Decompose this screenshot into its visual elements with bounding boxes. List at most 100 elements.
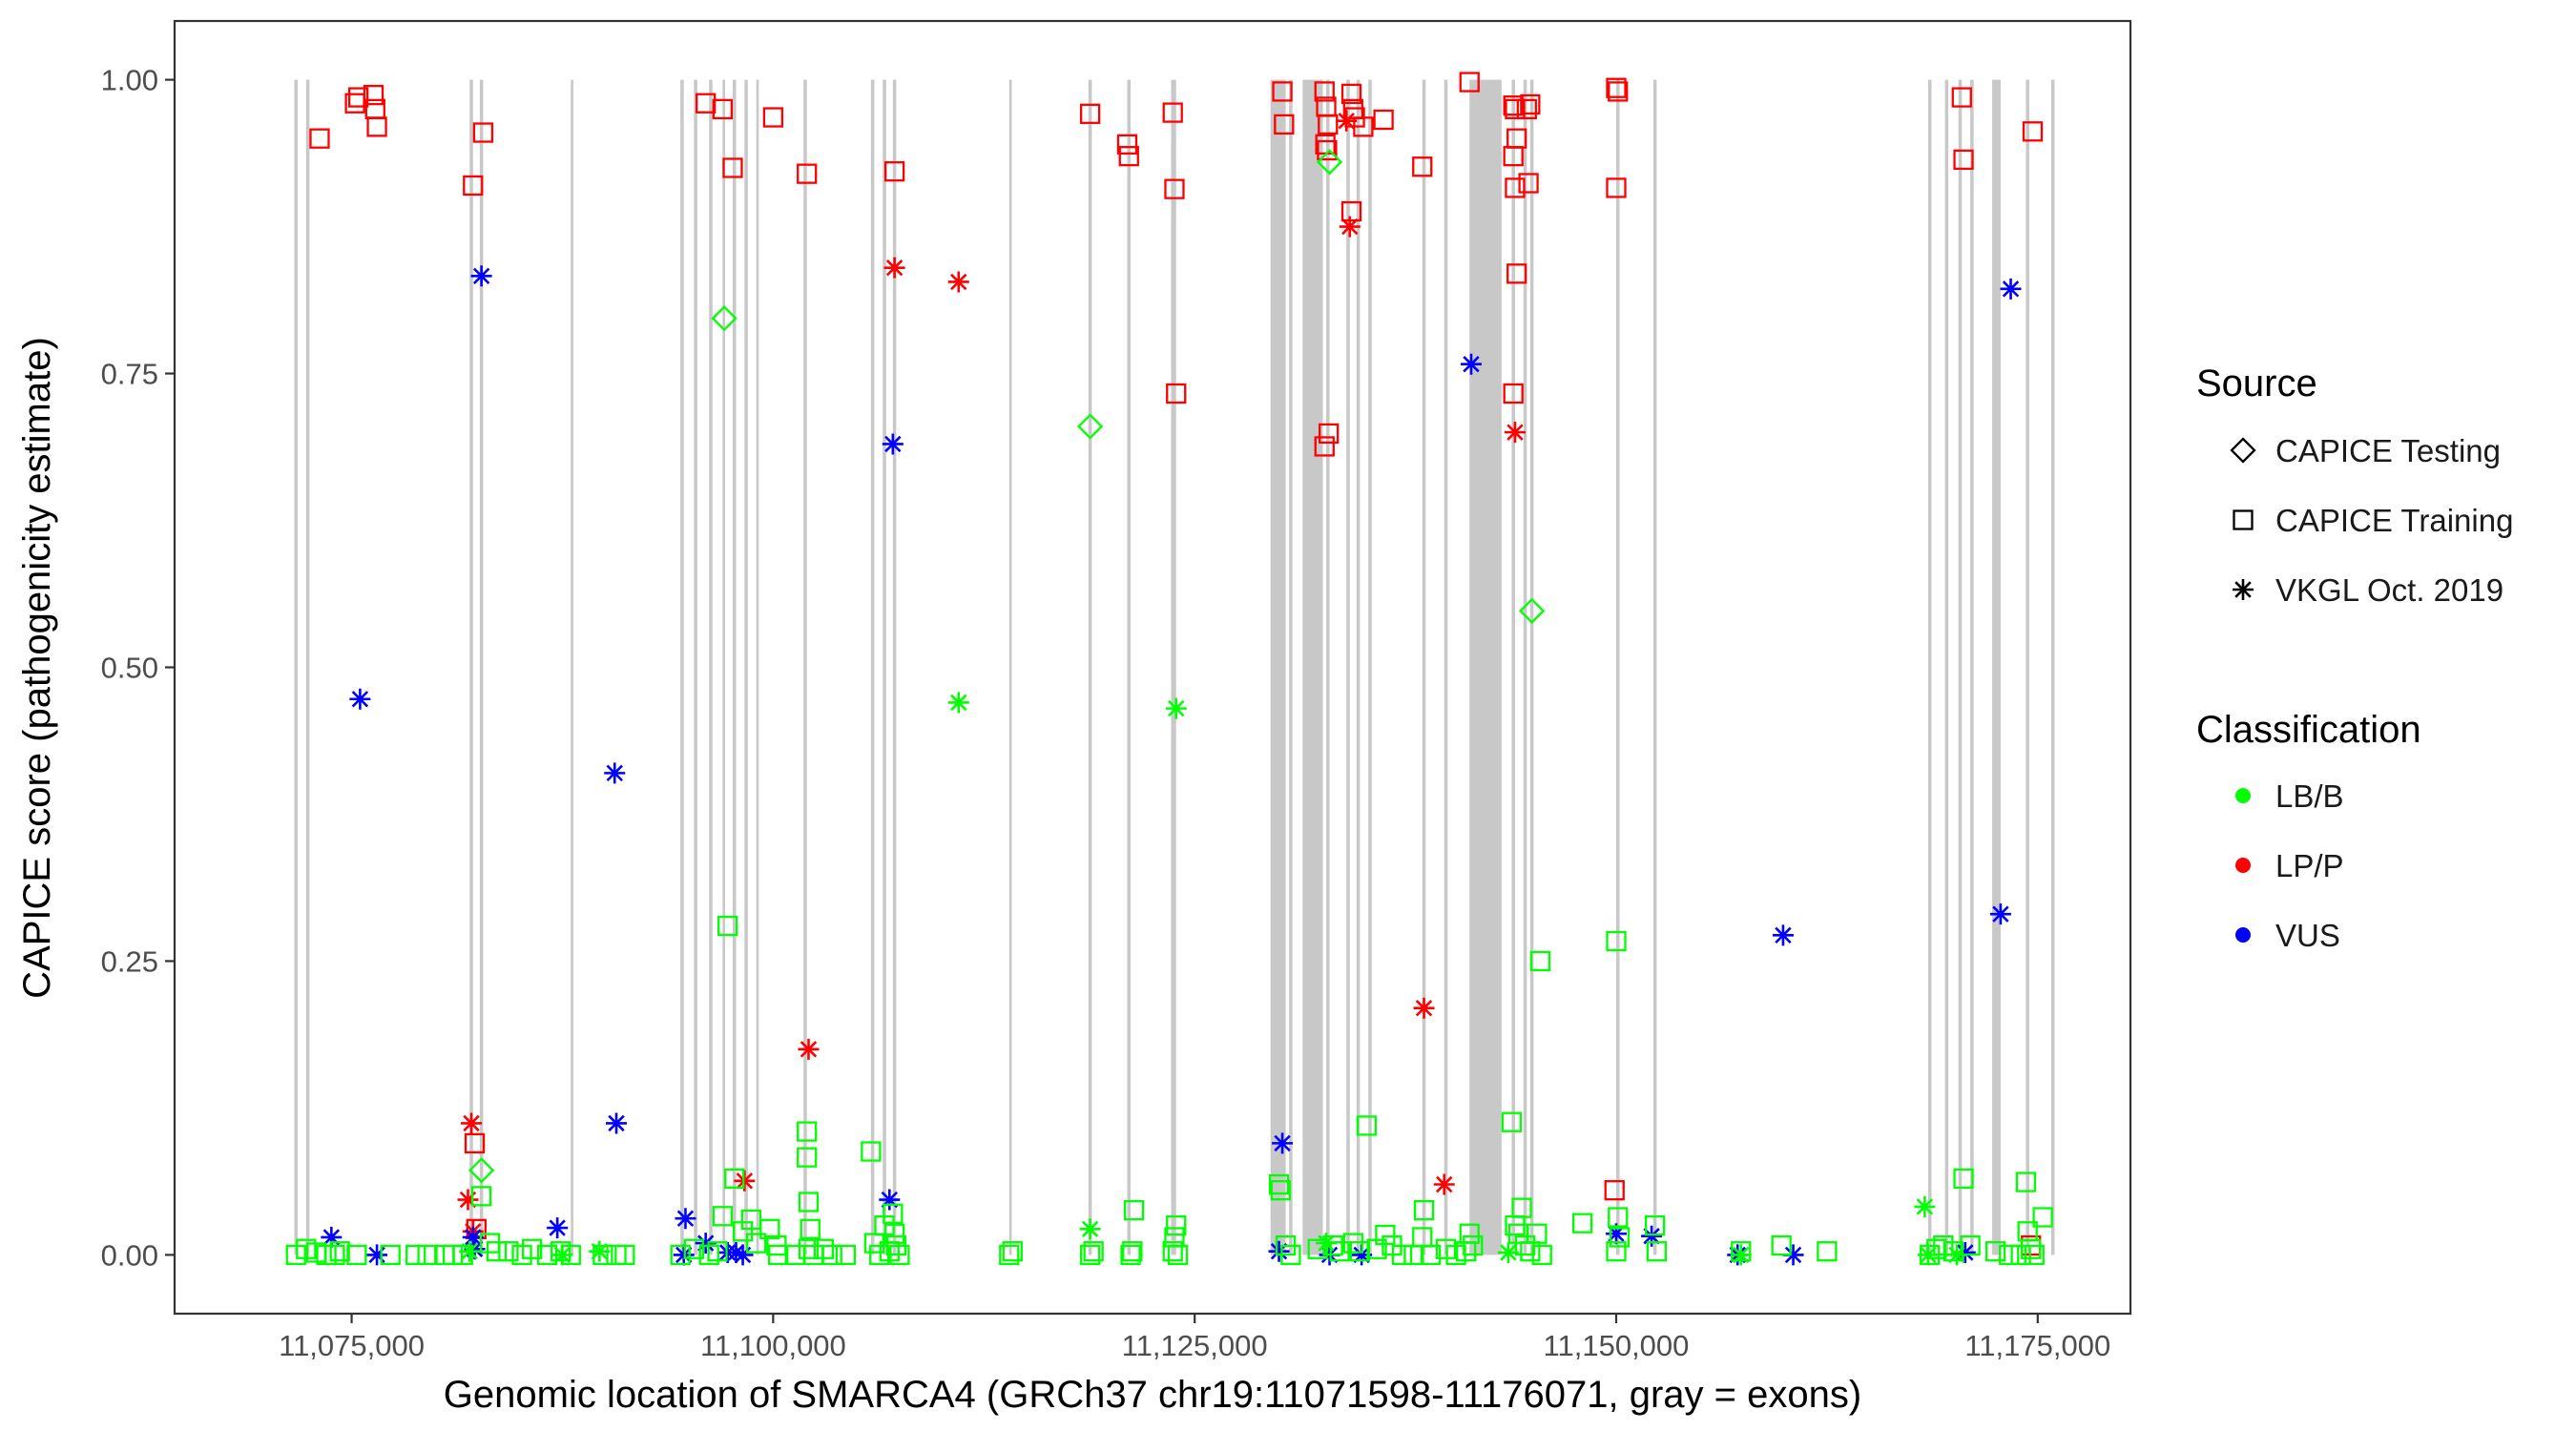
exon-band [571, 79, 573, 1255]
data-point [470, 1186, 492, 1207]
exon-band [1326, 79, 1330, 1255]
data-point [2022, 121, 2044, 142]
y-tick-label: 0.25 [101, 944, 158, 978]
legend-source-label: CAPICE Training [2275, 503, 2513, 538]
data-point [459, 1240, 481, 1262]
data-point [363, 84, 384, 106]
data-point [1314, 81, 1335, 102]
legend-classification: Classification LB/B LP/P VUS [2196, 709, 2421, 953]
data-point [1953, 1168, 1974, 1189]
legend-source-label: CAPICE Testing [2275, 433, 2501, 468]
data-point [1772, 924, 1794, 946]
data-point [1609, 1227, 1631, 1248]
data-point [470, 265, 492, 287]
exon-band [2025, 79, 2029, 1255]
data-point [1322, 1234, 1343, 1256]
exon-band [892, 79, 897, 1255]
data-point [366, 116, 387, 137]
y-tick-label: 0.75 [101, 358, 158, 391]
legend-class-label: LB/B [2275, 778, 2344, 814]
data-point [746, 1233, 767, 1254]
data-point [1503, 95, 1524, 116]
data-point [536, 1244, 558, 1266]
legend-class-key [2235, 858, 2251, 873]
data-point [759, 1218, 780, 1239]
exon-band [1944, 79, 1949, 1255]
data-point [2021, 1238, 2042, 1259]
legend-source: Source CAPICE Testing CAPICE Training VK… [2196, 363, 2513, 608]
exon-band [870, 79, 875, 1255]
data-point [1497, 1241, 1519, 1263]
data-point [798, 1238, 820, 1259]
exon-band [1171, 79, 1176, 1255]
data-point [762, 107, 784, 128]
data-point [1162, 1241, 1183, 1262]
exon-band [722, 79, 726, 1255]
exon-band [1529, 79, 1534, 1255]
exon-band [1927, 79, 1932, 1255]
data-point [1503, 383, 1524, 404]
data-point [1164, 178, 1185, 199]
data-point [1307, 1238, 1328, 1259]
exon-band [709, 79, 713, 1255]
data-point [1926, 1238, 1947, 1259]
data-point [1504, 422, 1526, 444]
data-point [1519, 597, 1546, 624]
data-point [1356, 1115, 1378, 1136]
data-point [1505, 98, 1526, 120]
data-point [604, 762, 626, 784]
data-point [464, 1132, 486, 1154]
exon-band [1992, 79, 2001, 1255]
data-point [1608, 81, 1629, 102]
data-point [1604, 1180, 1625, 1201]
data-point [1340, 200, 1362, 222]
data-point [1606, 177, 1627, 198]
exon-band [1127, 79, 1132, 1255]
data-point [1571, 1213, 1593, 1234]
data-point [1953, 149, 1974, 171]
y-axis-title: CAPICE score (pathogenicity estimate) [16, 337, 58, 999]
data-point [498, 1241, 519, 1262]
data-point [1459, 72, 1480, 93]
exon-band [1615, 79, 1620, 1255]
data-point [309, 128, 330, 149]
exon-band [1958, 79, 1963, 1255]
data-point [1280, 1244, 1301, 1266]
data-point [1336, 110, 1358, 132]
data-point [1529, 950, 1551, 972]
data-point [321, 1226, 343, 1248]
data-point [725, 1241, 747, 1263]
data-point [1391, 1244, 1413, 1266]
data-point [1002, 1241, 1023, 1262]
data-point [417, 1244, 438, 1266]
data-point [2015, 1172, 2037, 1192]
data-point [1771, 1234, 1792, 1256]
data-point [1461, 353, 1483, 375]
exon-band [305, 79, 310, 1255]
data-point [464, 1238, 486, 1260]
data-point [1605, 1223, 1627, 1245]
x-tick-label: 11,100,000 [700, 1329, 846, 1362]
data-point [712, 1206, 734, 1227]
exon-band [680, 79, 684, 1255]
data-point [1463, 1234, 1484, 1256]
data-point [1167, 1244, 1189, 1266]
data-point [1518, 173, 1539, 194]
plot-panel-border [173, 19, 2132, 1316]
data-point [798, 1192, 820, 1213]
exon-band [1523, 79, 1527, 1255]
data-point [722, 157, 743, 178]
data-point [1984, 1241, 2006, 1262]
data-point [797, 1121, 818, 1142]
data-point [1501, 1111, 1523, 1132]
data-point [1079, 103, 1101, 124]
data-point [522, 1238, 543, 1259]
data-point [1608, 1207, 1629, 1228]
x-tick-label: 11,150,000 [1544, 1329, 1690, 1362]
exon-band [744, 79, 748, 1255]
data-point [732, 1244, 754, 1266]
data-point [1413, 997, 1435, 1019]
data-point [1118, 146, 1139, 167]
x-tick-label: 11,175,000 [1964, 1329, 2110, 1362]
data-point [675, 1208, 696, 1230]
